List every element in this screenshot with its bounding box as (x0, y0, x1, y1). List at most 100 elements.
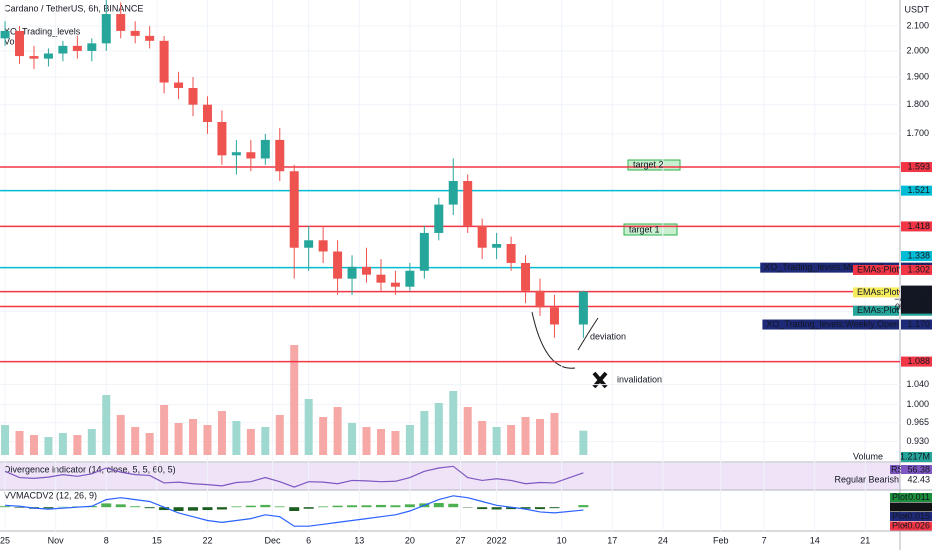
y-tick-label: 2.000 (906, 45, 929, 55)
macd-hist-bar (477, 507, 488, 510)
macd-reading-tag: Plot (892, 501, 908, 511)
macd-hist-bar (130, 506, 141, 508)
candle-body (333, 251, 343, 279)
candle-body (448, 181, 458, 205)
volume-bar (275, 415, 284, 455)
volume-bar (145, 433, 154, 455)
volume-bar (58, 433, 67, 455)
rsi-note: Regular Bearish (834, 474, 899, 484)
price-label-name-box (762, 319, 899, 330)
rsi-value: 56.38 (907, 464, 930, 474)
volume-bar (1, 425, 10, 455)
x-tick-label: 8 (104, 535, 109, 545)
macd-reading-box (890, 502, 932, 512)
macd-hist-bar (231, 506, 242, 508)
volume-bar (434, 403, 443, 455)
x-tick-label: 17 (607, 535, 617, 545)
volume-bar (102, 395, 111, 455)
candle-body (15, 30, 25, 57)
x-tick-label: 14 (810, 535, 820, 545)
price-label: 1.338 (907, 250, 930, 260)
candle-body (58, 45, 68, 54)
price-label: 1.088 (907, 356, 930, 366)
candle-body (116, 14, 126, 31)
volume-bar (116, 415, 125, 455)
x-tick-label: 20 (405, 535, 415, 545)
price-label: 1.521 (907, 185, 930, 195)
candle-body (578, 291, 588, 325)
macd-hist-bar (303, 507, 314, 509)
last-price-change: −41.16% (894, 294, 930, 304)
y-tick-label: 0.965 (906, 417, 929, 427)
volume-bar (261, 427, 270, 455)
candle-body (347, 266, 357, 279)
macd-hist-bar (433, 503, 444, 508)
macd-hist-bar (43, 507, 54, 509)
price-label-name-box (852, 287, 899, 298)
volume-bar (463, 407, 472, 455)
macd-hist-bar (347, 505, 358, 508)
candle-body (405, 270, 415, 287)
x-tick-label: Nov (48, 535, 65, 545)
volume-bar (290, 345, 299, 455)
macd-hist-bar (173, 507, 184, 511)
x-tick-label: Dec (265, 535, 282, 545)
price-label-box (901, 319, 932, 330)
x-tick-label: 15 (152, 535, 162, 545)
volume-bar (550, 413, 559, 455)
volume-bar (333, 407, 342, 455)
macd-hist-bar (274, 506, 285, 508)
volume-label: Volume (853, 451, 883, 461)
volume-bar (507, 425, 516, 455)
macd-hist-bar (535, 507, 545, 510)
candle-body (275, 139, 285, 172)
volume-bar (15, 431, 24, 455)
x-tick-label: 6 (306, 535, 311, 545)
last-price-box (901, 285, 932, 314)
x-tick-label: 25 (0, 535, 10, 545)
price-label-name: XO_Trading_levels:Monthly Open (764, 262, 899, 272)
macd-reading: 0.011 (908, 492, 930, 502)
rsi-note-value: 42.43 (907, 474, 930, 484)
volume-box (901, 452, 932, 462)
legend-item: XO_Trading_levels (4, 26, 81, 36)
price-label-name-box (852, 264, 899, 275)
macd-hist-bar (404, 504, 415, 508)
candle-body (231, 152, 241, 156)
candle-body (535, 290, 545, 308)
y-tick-label: 1.000 (906, 399, 929, 409)
macd-reading: −0.026 (902, 520, 930, 530)
macd-hist-bar (188, 507, 199, 511)
price-label-name-box (852, 305, 899, 316)
y-tick-label: 2.100 (906, 20, 929, 30)
candle-body (376, 274, 386, 283)
volume-bar (217, 411, 226, 455)
volume-bar (174, 423, 183, 455)
rsi-tag: RSI (891, 464, 906, 474)
volume-bar (160, 405, 169, 455)
price-label-name: EMAs:Plot (857, 305, 900, 315)
price-label-name: XO_Trading_levels:Weekly Open (766, 319, 899, 329)
candle-body (101, 14, 111, 44)
volume-bar (87, 429, 96, 455)
currency: USDT (905, 4, 930, 14)
price-label-name: EMAs:Plot (857, 264, 900, 274)
legend-item: Vol (4, 36, 17, 46)
price-label: 1.418 (907, 221, 930, 231)
annotation: target 1 (629, 224, 660, 234)
x-tick-label: 24 (658, 535, 668, 545)
rsi-tag-box (890, 465, 900, 474)
macd-reading-box (890, 493, 932, 502)
macd-hist-bar (115, 504, 126, 508)
candle-body (260, 139, 270, 159)
volume-bar (420, 411, 429, 455)
macd-hist-bar (506, 507, 517, 510)
x-tick-label: 7 (762, 535, 767, 545)
volume-bar (304, 399, 313, 455)
x-tick-label: 10 (557, 535, 567, 545)
macd-hist-bar (144, 507, 155, 509)
volume-bar (521, 417, 530, 455)
macd-hist-bar (448, 503, 459, 508)
macd-reading: −0.015 (902, 511, 930, 521)
volume-bar (478, 421, 487, 455)
